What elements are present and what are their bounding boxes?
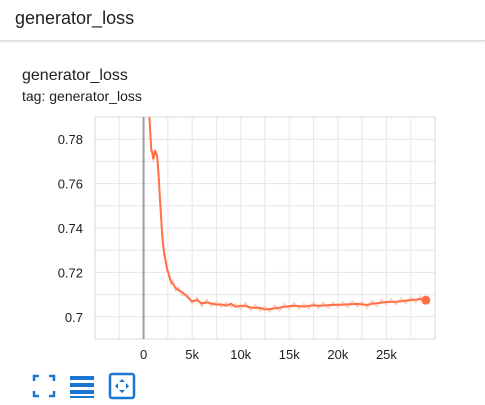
header-title: generator_loss	[15, 8, 135, 28]
series-raw-line	[148, 117, 426, 314]
y-tick-label: 0.7	[65, 310, 83, 325]
chart-grid	[94, 116, 436, 340]
fit-domain-icon	[108, 372, 136, 400]
fit-domain-button[interactable]	[108, 372, 136, 400]
x-tick-label: 0	[140, 347, 147, 362]
x-tick-label: 5k	[185, 347, 199, 362]
series-line	[148, 117, 426, 311]
fullscreen-button[interactable]	[30, 372, 58, 400]
card-title: generator_loss	[22, 67, 128, 84]
chart-tick-labels: 0 5k 10k 15k 20k 25k 0.7 0.72 0.74 0.76 0.78	[58, 132, 398, 362]
chart-series	[148, 117, 431, 314]
app-header: generator_loss	[0, 0, 485, 41]
list-icon	[70, 376, 94, 398]
y-tick-label: 0.78	[58, 132, 83, 147]
x-tick-label: 10k	[230, 347, 251, 362]
toggle-log-scale-button[interactable]	[68, 372, 96, 400]
plot-border	[94, 116, 436, 340]
chart-area[interactable]: 0 5k 10k 15k 20k 25k 0.7 0.72 0.74 0.76 0.78	[0, 105, 485, 370]
card-tag: tag: generator_loss	[22, 88, 142, 104]
y-tick-label: 0.72	[58, 265, 83, 280]
x-tick-label: 25k	[376, 347, 397, 362]
series-last-point	[421, 295, 431, 305]
fullscreen-icon	[32, 374, 56, 398]
chart-axes	[94, 116, 436, 340]
y-tick-label: 0.74	[58, 221, 83, 236]
x-tick-label: 20k	[327, 347, 348, 362]
y-tick-label: 0.76	[58, 177, 83, 192]
x-tick-label: 15k	[279, 347, 300, 362]
